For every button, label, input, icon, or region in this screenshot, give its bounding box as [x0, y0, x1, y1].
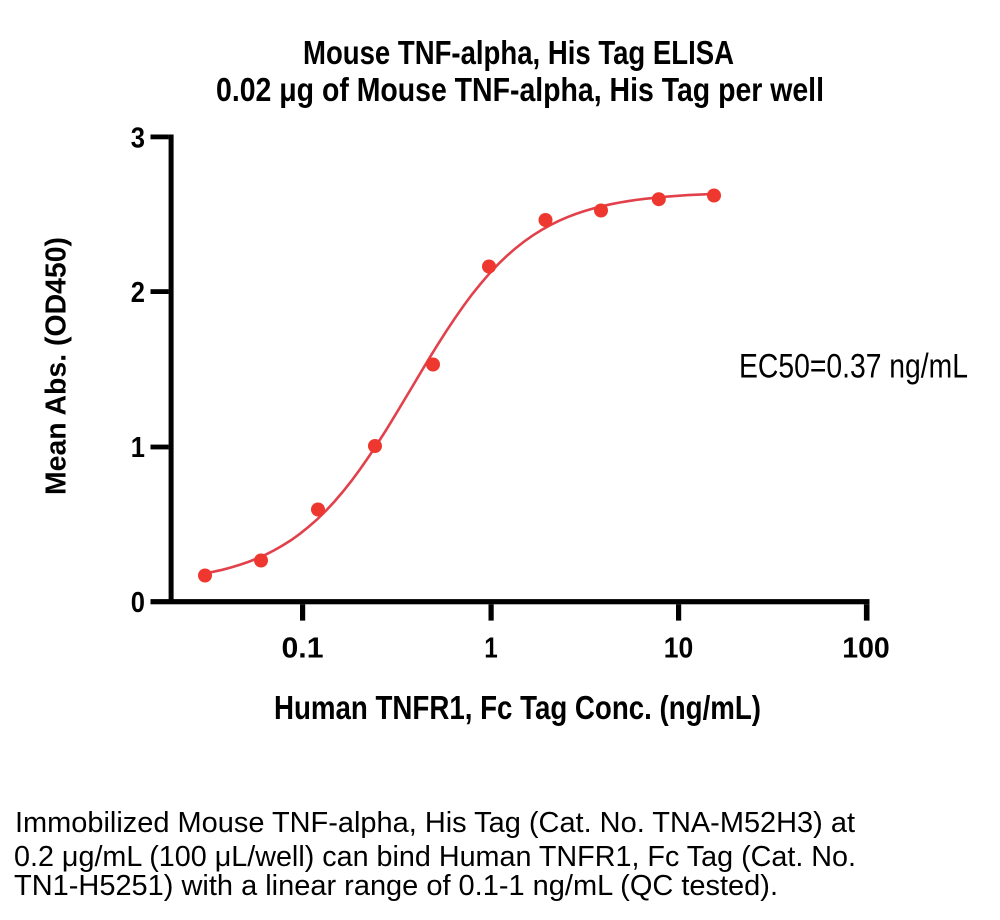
svg-text:1: 1	[484, 633, 498, 665]
svg-text:2: 2	[131, 277, 145, 309]
svg-text:1: 1	[131, 432, 145, 464]
svg-text:100: 100	[842, 633, 890, 665]
svg-text:0.02 μg of Mouse TNF-alpha, Hi: 0.02 μg of Mouse TNF-alpha, His Tag per …	[216, 72, 824, 109]
svg-text:Human TNFR1, Fc Tag Conc. (ng/: Human TNFR1, Fc Tag Conc. (ng/mL)	[274, 690, 761, 727]
svg-text:Immobilized Mouse TNF-alpha, H: Immobilized Mouse TNF-alpha, His Tag (Ca…	[15, 807, 855, 839]
svg-text:0.1: 0.1	[282, 633, 324, 665]
svg-text:Mouse TNF-alpha, His Tag ELISA: Mouse TNF-alpha, His Tag ELISA	[303, 35, 734, 72]
svg-text:TN1-H5251) with a linear range: TN1-H5251) with a linear range of 0.1-1 …	[14, 870, 778, 902]
svg-text:0: 0	[131, 587, 145, 619]
svg-text:Mean Abs. (OD450): Mean Abs. (OD450)	[41, 237, 73, 495]
svg-text:EC50=0.37 ng/mL: EC50=0.37 ng/mL	[739, 348, 968, 386]
svg-text:3: 3	[131, 122, 145, 154]
svg-text:10: 10	[664, 633, 694, 665]
svg-text:0.2 μg/mL (100 μL/well) can bi: 0.2 μg/mL (100 μL/well) can bind Human T…	[14, 841, 856, 873]
